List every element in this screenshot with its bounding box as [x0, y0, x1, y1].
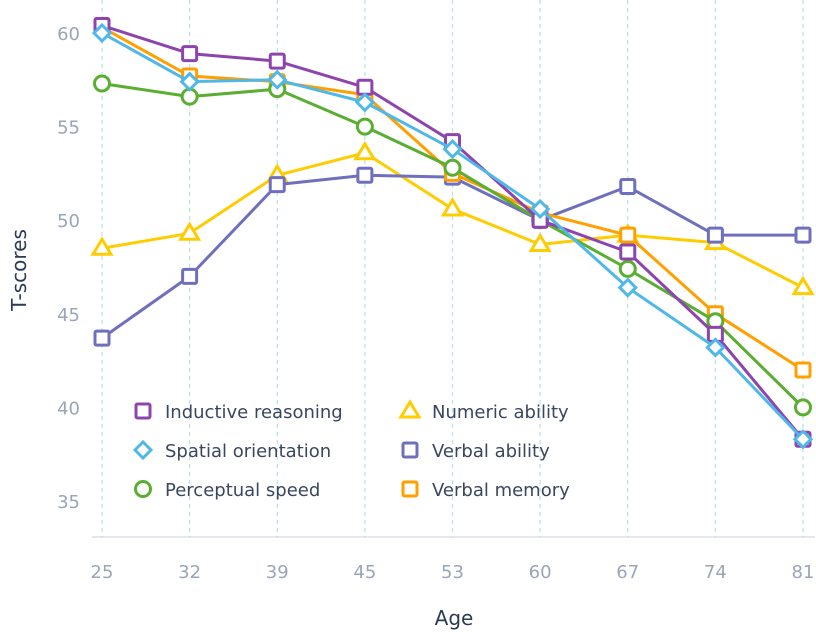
data-point	[268, 52, 286, 70]
legend-marker	[398, 399, 422, 419]
data-point	[794, 226, 812, 244]
series-line	[101, 82, 805, 409]
legend-label: Spatial orientation	[165, 441, 331, 462]
legend-marker	[132, 439, 154, 461]
data-point	[181, 45, 199, 63]
data-point	[617, 277, 638, 298]
data-point	[93, 329, 111, 347]
legend-label: Numeric ability	[432, 402, 569, 423]
legend-marker	[134, 480, 152, 498]
y-tick-label: 55	[57, 118, 80, 139]
data-point	[791, 275, 815, 296]
legend-label: Verbal ability	[432, 441, 550, 462]
x-tick-label: 32	[178, 562, 201, 583]
data-point	[355, 117, 374, 136]
x-tick-label: 60	[529, 562, 552, 583]
x-tick-label: 81	[792, 562, 815, 583]
data-point	[528, 232, 552, 253]
data-point	[618, 259, 637, 278]
x-tick-label: 67	[616, 562, 639, 583]
x-tick-label: 74	[704, 562, 727, 583]
y-tick-label: 60	[57, 24, 80, 45]
x-tick-label: 45	[353, 562, 376, 583]
data-point	[353, 140, 377, 161]
data-point	[181, 267, 199, 285]
legend-marker	[401, 441, 419, 459]
data-point	[93, 74, 111, 93]
x-axis-label: Age	[435, 606, 474, 630]
data-point	[619, 226, 637, 244]
data-point	[794, 398, 812, 417]
x-tick-label: 53	[441, 562, 464, 583]
data-point	[619, 243, 637, 261]
data-point	[705, 337, 726, 358]
data-point	[530, 198, 551, 220]
x-tick-label: 25	[91, 562, 114, 583]
y-tick-label: 50	[57, 211, 80, 232]
data-point	[440, 197, 465, 217]
data-point	[90, 236, 114, 256]
legend-marker	[134, 402, 152, 420]
legend-label: Inductive reasoning	[165, 402, 343, 423]
data-point	[177, 221, 202, 241]
legend-marker	[401, 480, 419, 498]
data-point	[792, 429, 814, 450]
legend-label: Verbal memory	[432, 480, 570, 501]
data-point	[442, 138, 463, 160]
y-tick-label: 40	[57, 398, 80, 419]
y-tick-label: 45	[57, 305, 80, 326]
data-point	[794, 361, 812, 379]
data-point	[91, 22, 113, 44]
data-point	[706, 226, 724, 244]
data-point	[356, 166, 374, 184]
data-point	[267, 69, 288, 90]
data-point	[619, 178, 637, 196]
y-tick-label: 35	[57, 492, 80, 513]
y-axis-label: T-scores	[7, 229, 31, 312]
legend-label: Perceptual speed	[165, 480, 320, 501]
data-point	[443, 158, 462, 177]
data-point	[179, 71, 200, 92]
x-tick-label: 39	[266, 562, 289, 583]
data-point	[354, 92, 375, 113]
data-point	[268, 176, 286, 194]
